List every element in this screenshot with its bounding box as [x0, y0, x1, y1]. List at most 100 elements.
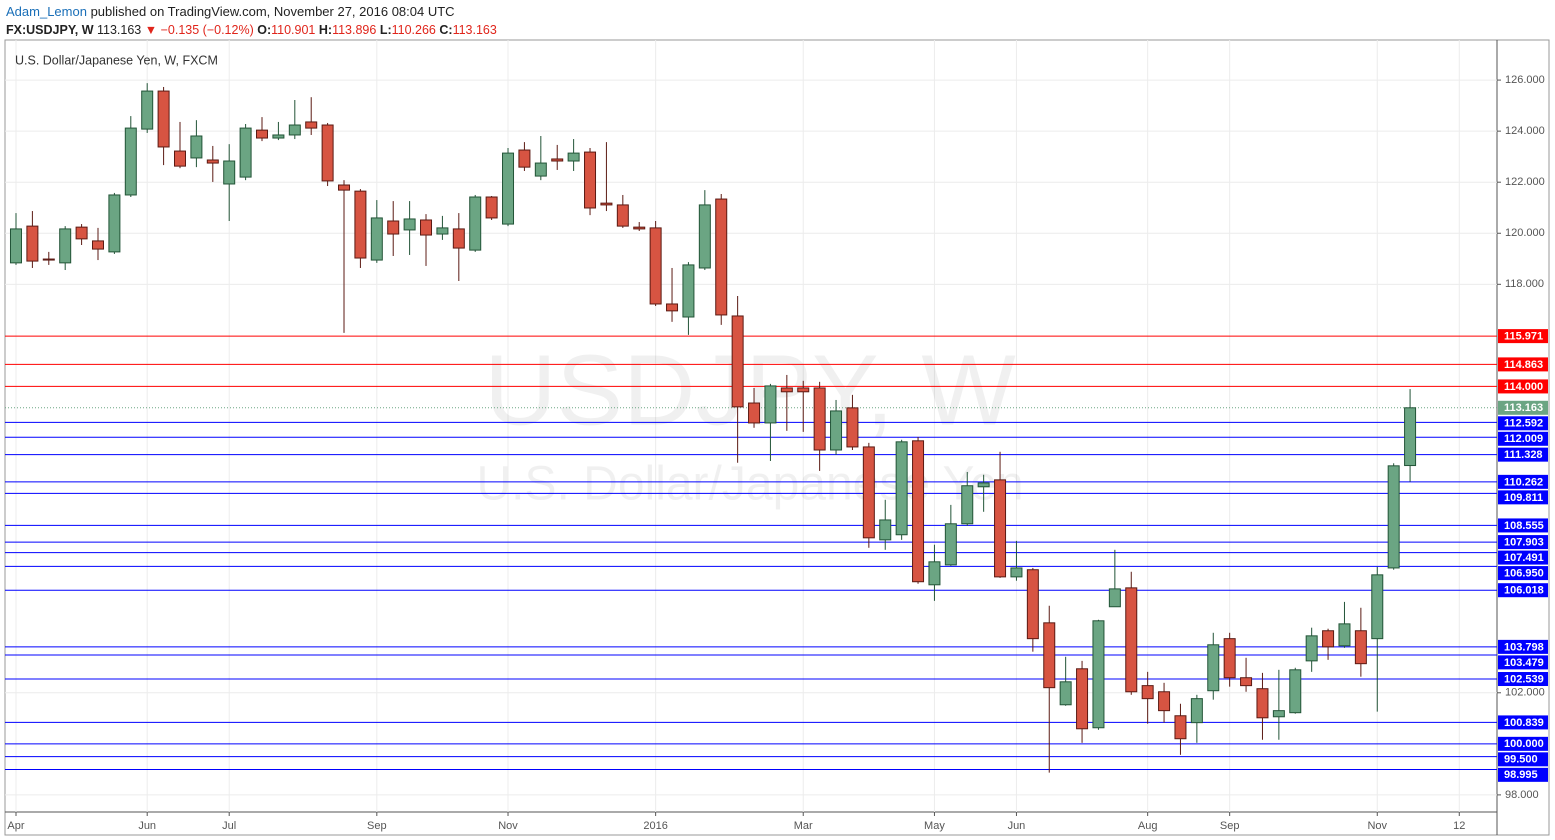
candle-body [534, 162, 547, 177]
price-tag-label: 99.500 [1504, 754, 1538, 766]
price-tag [1498, 752, 1548, 767]
y-tick-label: 118.000 [1505, 278, 1544, 290]
candle-body [420, 219, 433, 236]
last: 113.163 [97, 23, 142, 37]
candle-body [830, 410, 843, 451]
candle-body [961, 485, 974, 525]
candle-body [649, 227, 662, 305]
candle-body [567, 152, 580, 162]
y-tick-label: 102.000 [1505, 687, 1545, 699]
candle-body [715, 198, 728, 316]
x-tick-label: Nov [1367, 820, 1387, 832]
y-tick-label: 98.000 [1505, 789, 1539, 801]
price-tag-label: 106.950 [1504, 567, 1544, 579]
x-tick-label: Sep [367, 820, 387, 832]
candle-body [1158, 691, 1171, 712]
price-tag-label: 100.839 [1504, 717, 1544, 729]
candle-body [305, 121, 318, 129]
candle-body [551, 158, 564, 162]
price-tag [1498, 550, 1548, 565]
candle-body [1043, 622, 1056, 689]
price-tag-label: 112.009 [1504, 433, 1543, 445]
y-tick-label: 120.000 [1505, 227, 1545, 239]
candle-body [124, 127, 137, 196]
candle-body [1289, 669, 1302, 714]
candle-body [928, 561, 941, 586]
price-tag-label: 100.000 [1504, 738, 1544, 750]
x-tick-label: Apr [7, 820, 24, 832]
author-link[interactable]: Adam_Lemon [6, 4, 87, 19]
candle-body [1141, 685, 1154, 700]
candle-body [1240, 677, 1253, 687]
price-tag-label: 106.018 [1504, 585, 1544, 597]
candle-body [485, 196, 498, 219]
header: Adam_Lemon published on TradingView.com,… [6, 2, 497, 40]
x-tick-label: Jun [1008, 820, 1026, 832]
candle-body [370, 217, 383, 261]
candle-body [764, 385, 777, 424]
candle-body [354, 190, 367, 259]
price-tag [1498, 736, 1548, 751]
price-tag-label: 98.995 [1504, 769, 1538, 781]
publish-line: Adam_Lemon published on TradingView.com,… [6, 2, 497, 21]
ohlc-value: 110.901 [271, 23, 316, 37]
change: −0.135 (−0.12%) [160, 23, 254, 37]
quote-line: FX:USDJPY, W 113.163 ▼ −0.135 (−0.12%) O… [6, 21, 497, 40]
ohlc-value: 110.266 [391, 23, 436, 37]
price-tag [1498, 431, 1548, 446]
price-tag [1498, 767, 1548, 782]
candle-body [108, 194, 121, 253]
candle-body [91, 240, 104, 250]
candle-body [944, 523, 957, 566]
candle-body [748, 402, 761, 424]
candle-body [223, 160, 236, 185]
candle-body [1108, 588, 1121, 608]
y-tick-label: 126.000 [1505, 74, 1545, 86]
candle-body [321, 124, 334, 182]
candle-body [731, 315, 744, 408]
price-tag-label: 108.555 [1504, 520, 1544, 532]
candle-body [1092, 620, 1105, 729]
candle-body [813, 387, 826, 451]
watermark-symbol: USDJPY, W [484, 334, 1016, 446]
price-tag [1498, 447, 1548, 462]
price-tag-label: 107.903 [1504, 536, 1544, 548]
candle-body [879, 519, 892, 541]
price-tag-label: 115.971 [1504, 331, 1543, 343]
candle-body [682, 264, 695, 318]
candle-body [1190, 698, 1203, 724]
candle-body [1387, 465, 1400, 569]
candle-body [600, 202, 613, 206]
price-tag-label: 103.479 [1504, 657, 1544, 669]
x-tick-label: Mar [794, 820, 813, 832]
candle-body [1272, 710, 1285, 718]
price-tag [1498, 715, 1548, 730]
price-tag-label: 109.811 [1504, 492, 1543, 504]
price-tag [1498, 474, 1548, 489]
candle-body [862, 446, 875, 539]
candle-body [9, 228, 22, 264]
candle-body [1338, 623, 1351, 647]
candle-body [42, 258, 55, 261]
candle-body [518, 149, 531, 168]
y-tick-label: 122.000 [1505, 176, 1545, 188]
candle-body [994, 479, 1007, 578]
candle-body [502, 152, 515, 225]
price-tag-label: 103.798 [1504, 641, 1544, 653]
candle-body [1223, 638, 1236, 679]
candle-body [1010, 567, 1023, 578]
candle-body [1125, 587, 1138, 693]
price-tag [1498, 490, 1548, 505]
candle-body [666, 303, 679, 312]
x-tick-label: Aug [1138, 820, 1158, 832]
price-tag-label: 114.000 [1504, 381, 1543, 393]
candle-body [338, 184, 351, 191]
candle-body [75, 226, 88, 240]
price-tag [1498, 357, 1548, 372]
candle-body [256, 129, 269, 139]
candle-body [272, 134, 285, 139]
candle-body [1404, 407, 1417, 467]
price-tag-label: 107.491 [1504, 552, 1544, 564]
